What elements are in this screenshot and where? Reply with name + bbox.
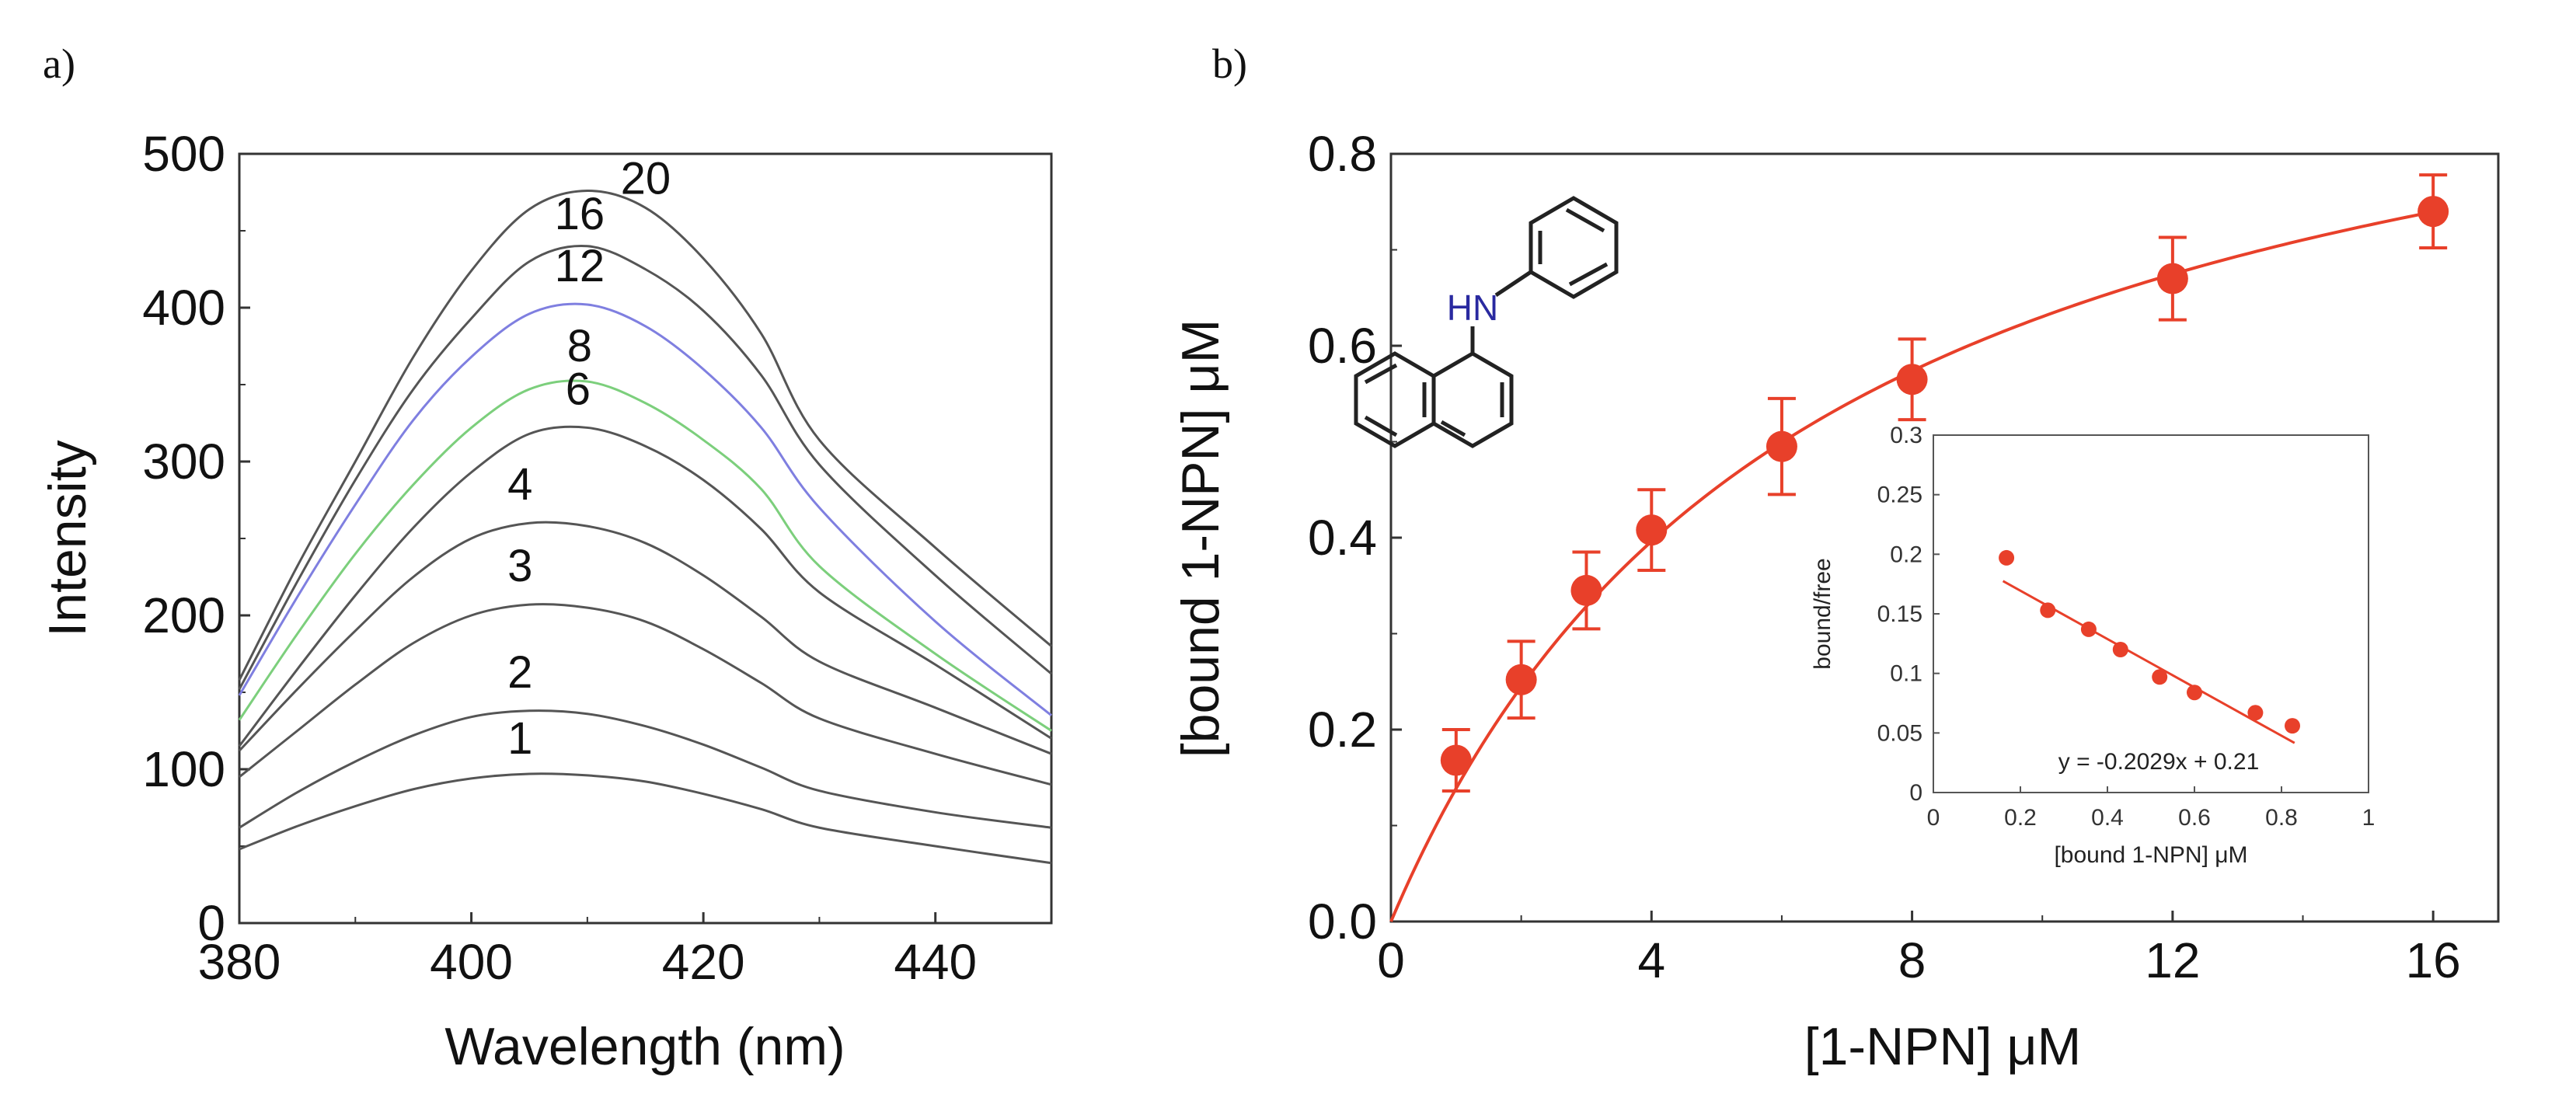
data-point — [2156, 263, 2188, 294]
inset-ticks: 0 0.2 0.4 0.6 0.8 1 0 0.05 0.1 0.15 0.2 0.25 0.3 — [1877, 423, 2376, 831]
a-ytick-label: 100 — [142, 741, 225, 797]
a-ytick-label: 400 — [142, 280, 225, 336]
inset-ytick-label: 0.05 — [1877, 720, 1922, 746]
panel-b-label: b) — [1212, 40, 1247, 87]
curve-label-3: 3 — [507, 541, 532, 591]
inset-data-point — [2187, 685, 2202, 701]
a-xtick-label: 400 — [430, 934, 513, 990]
inset-xtick-label: 0.6 — [2178, 805, 2211, 831]
a-ytick-label: 0 — [197, 895, 225, 951]
molecule-1-npn-structure — [1354, 196, 1619, 448]
data-point — [2417, 196, 2449, 228]
b-ytick-label: 0.2 — [1308, 702, 1377, 758]
panel-b-data-points — [1440, 173, 2449, 793]
data-point — [1766, 430, 1797, 462]
curve-label-16: 16 — [555, 189, 605, 239]
spectrum-curve-3 — [239, 603, 1052, 786]
panel-a-xlabel: Wavelength (nm) — [444, 1017, 845, 1076]
b-xtick-label: 12 — [2145, 932, 2200, 988]
molecule-hn-label: HN — [1447, 287, 1498, 328]
panel-b-ylabel: [bound 1-NPN] μM — [1171, 319, 1230, 758]
inset-background — [1933, 435, 2369, 793]
inset-data-point — [2152, 669, 2168, 685]
inset-data-points — [1999, 549, 2300, 734]
a-ytick-label: 500 — [142, 126, 225, 182]
spectrum-curve-16 — [238, 245, 1052, 690]
spectrum-curve-1 — [239, 772, 1052, 865]
panel-a-ylabel: Intensity — [38, 440, 97, 636]
inset-data-point — [2247, 705, 2264, 721]
inset-xlabel: [bound 1-NPN] μM — [2054, 842, 2247, 868]
curve-label-4: 4 — [507, 459, 532, 510]
inset-ylabel: bound/free — [1810, 558, 1835, 669]
curve-label-12: 12 — [555, 241, 605, 291]
b-xtick-label: 16 — [2406, 932, 2461, 988]
panel-a-label: a) — [43, 40, 75, 87]
inset-ytick-label: 0.2 — [1890, 542, 1922, 567]
inset-xtick-label: 0 — [1927, 805, 1940, 831]
panel-a-curves — [238, 190, 1052, 865]
inset-data-point — [2080, 621, 2097, 637]
b-ytick-label: 0.0 — [1308, 894, 1377, 949]
b-ytick-label: 0.8 — [1308, 126, 1377, 182]
data-point — [1636, 514, 1668, 546]
b-xtick-label: 0 — [1377, 932, 1405, 988]
panel-b-ticks: 0 4 8 12 16 0.0 0.2 0.4 0.6 0.8 — [1308, 126, 2461, 988]
inset-xtick-label: 0.4 — [2091, 805, 2124, 831]
panel-b-xlabel: [1-NPN] μM — [1804, 1017, 2082, 1076]
curve-label-8: 8 — [567, 321, 592, 371]
a-xtick-label: 380 — [198, 934, 281, 990]
spectrum-curve-6 — [238, 425, 1052, 747]
inset-ytick-label: 0.15 — [1877, 601, 1922, 627]
b-xtick-label: 4 — [1637, 932, 1665, 988]
inset-xtick-label: 0.2 — [2004, 805, 2037, 831]
inset-ytick-label: 0.25 — [1877, 483, 1922, 508]
inset-xtick-label: 0.8 — [2265, 805, 2298, 831]
a-xtick-label: 420 — [662, 934, 745, 990]
spectrum-curve-12 — [238, 302, 1052, 716]
inset-ytick-label: 0.3 — [1890, 423, 1922, 448]
curve-label-1: 1 — [507, 713, 532, 764]
b-ytick-label: 0.4 — [1308, 510, 1377, 566]
inset-ytick-label: 0 — [1909, 780, 1922, 806]
inset-equation: y = -0.2029x + 0.21 — [2058, 749, 2260, 775]
a-xtick-label: 440 — [894, 934, 977, 990]
spectrum-curve-2 — [239, 709, 1052, 829]
curve-label-2: 2 — [507, 647, 532, 698]
spectrum-curve-8 — [238, 379, 1052, 732]
a-ytick-label: 300 — [142, 434, 225, 490]
data-point — [1570, 574, 1602, 606]
inset-ytick-label: 0.1 — [1890, 661, 1922, 687]
inset-data-point — [2040, 602, 2056, 618]
b-xtick-label: 8 — [1898, 932, 1926, 988]
data-point — [1505, 664, 1537, 695]
data-point — [1440, 744, 1472, 776]
a-ytick-label: 200 — [142, 587, 225, 643]
inset-data-point — [2112, 642, 2128, 657]
curve-label-6: 6 — [566, 364, 591, 414]
data-point — [1896, 364, 1928, 395]
curve-label-20: 20 — [621, 154, 671, 204]
inset-data-point — [2285, 718, 2300, 734]
inset-data-point — [1999, 549, 2015, 566]
spectrum-curve-4 — [238, 521, 1052, 755]
spectrum-curve-20 — [238, 190, 1052, 681]
b-ytick-label: 0.6 — [1308, 318, 1377, 374]
inset-xtick-label: 1 — [2362, 805, 2376, 831]
